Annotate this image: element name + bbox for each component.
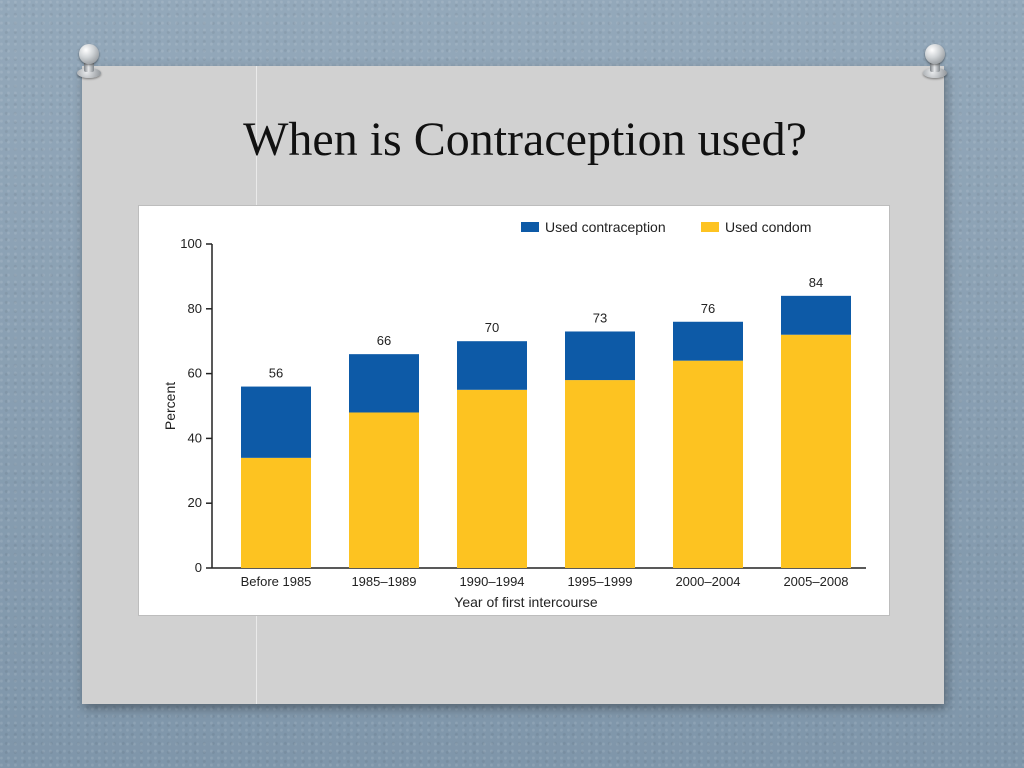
bar-used-contraception: [781, 295, 851, 335]
bar-used-contraception: [349, 354, 419, 413]
bar-used-condom: [241, 457, 311, 568]
legend-swatch: [521, 222, 539, 232]
x-axis-label: Year of first intercourse: [454, 594, 598, 610]
x-tick-label: 2000–2004: [675, 574, 740, 589]
bar-total-label: 66: [377, 333, 391, 348]
left-pin-icon: [76, 44, 102, 78]
bar-used-condom: [457, 389, 527, 568]
y-tick-label: 0: [195, 560, 202, 575]
bar-total-label: 76: [701, 301, 715, 316]
bar-total-label: 70: [485, 320, 499, 335]
y-tick-label: 20: [188, 495, 202, 510]
bar-used-contraception: [241, 386, 311, 458]
bar-used-condom: [349, 412, 419, 568]
y-tick-label: 80: [188, 301, 202, 316]
x-tick-label: 1990–1994: [459, 574, 524, 589]
bar-used-contraception: [565, 331, 635, 381]
y-tick-label: 100: [180, 236, 202, 251]
bar-used-condom: [781, 334, 851, 568]
legend-label: Used contraception: [545, 219, 666, 235]
right-pin-icon: [922, 44, 948, 78]
bar-total-label: 73: [593, 310, 607, 325]
x-tick-label: 2005–2008: [783, 574, 848, 589]
y-tick-label: 40: [188, 430, 202, 445]
legend-swatch: [701, 222, 719, 232]
bar-used-condom: [673, 360, 743, 568]
x-tick-label: Before 1985: [241, 574, 312, 589]
chart-frame: 0 20 40 60 80 100 56 Before 1985 66 1985–1989 70 19…: [138, 205, 890, 616]
bar-used-contraception: [673, 321, 743, 361]
y-tick-label: 60: [188, 366, 202, 381]
x-tick-label: 1985–1989: [351, 574, 416, 589]
bar-used-condom: [565, 380, 635, 568]
bar-used-contraception: [457, 341, 527, 390]
slide-title: When is Contraception used?: [243, 113, 807, 166]
bar-total-label: 84: [809, 275, 823, 290]
bar-total-label: 56: [269, 366, 283, 381]
y-axis-label: Percent: [162, 382, 178, 430]
legend-label: Used condom: [725, 219, 811, 235]
bar-chart: 0 20 40 60 80 100 56 Before 1985 66 1985–1989 70 19…: [162, 219, 866, 610]
x-tick-label: 1995–1999: [567, 574, 632, 589]
